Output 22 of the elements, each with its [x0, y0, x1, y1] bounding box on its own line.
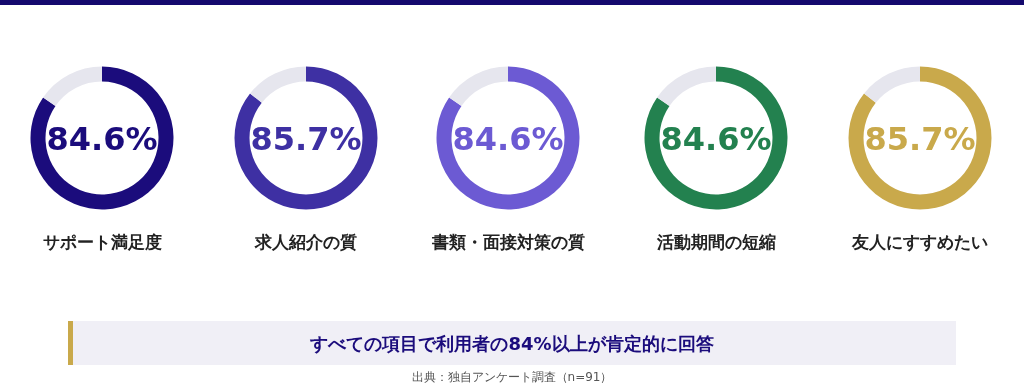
text: 書類・面接対策の質: [430, 232, 585, 252]
donut-slice: [848, 66, 992, 210]
donut-slice: [234, 66, 378, 210]
donut-slice: [250, 66, 306, 103]
text: 活動期間の短縮: [655, 232, 776, 252]
donut-slice: [644, 66, 788, 210]
data-label: 85.7%: [864, 120, 976, 158]
text: サポート満足度: [42, 232, 162, 252]
data-label: 85.7%: [250, 120, 362, 158]
text: 求人紹介の質: [254, 232, 357, 252]
data-label: 84.6%: [46, 120, 158, 158]
donut-slice: [657, 66, 716, 106]
donut-slice: [43, 66, 102, 106]
source-note: 出典：独自アンケート調査（n=91）: [411, 370, 613, 384]
donut-slice: [449, 66, 508, 106]
data-label: 84.6%: [452, 120, 564, 158]
donut-slice: [436, 66, 580, 210]
donut-slice: [864, 66, 920, 103]
text: 友人にすすめたい: [851, 232, 988, 252]
donut-slice: [30, 66, 174, 210]
data-label: 84.6%: [660, 120, 772, 158]
text: すべての項目で利用者の84%以上が肯定的に回答: [309, 333, 714, 354]
